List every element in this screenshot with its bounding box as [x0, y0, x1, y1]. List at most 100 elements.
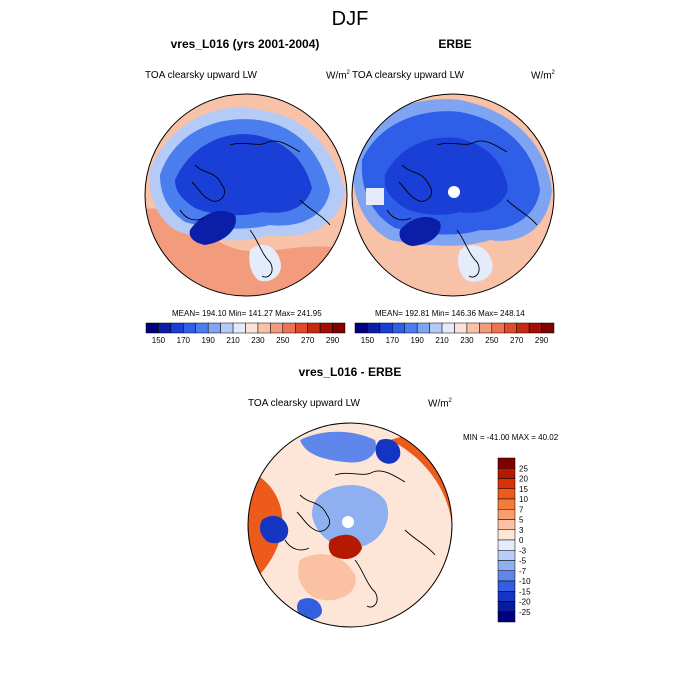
obs-stats: MEAN= 192.81 Min= 146.36 Max= 248.14: [375, 309, 525, 318]
obs-variable-label: TOA clearsky upward LW: [352, 70, 464, 81]
diff-colorbar-swatch: [497, 539, 516, 551]
diff-colorbar-tick-label: -25: [519, 608, 531, 617]
obs-colorbar-swatch: [516, 322, 530, 334]
obs-colorbar-tick-label: 170: [386, 336, 400, 345]
diff-coastlines: [284, 470, 436, 608]
obs-cold-spot: [399, 216, 441, 246]
obs-panel-title: ERBE: [438, 37, 472, 51]
model-variable-label: TOA clearsky upward LW: [145, 70, 257, 81]
model-colorbar-tick-label: 230: [251, 336, 265, 345]
diff-map-border: [247, 422, 453, 628]
model-colorbar-swatch: [145, 322, 159, 334]
model-map: [145, 94, 347, 296]
obs-colorbar-tick-label: 210: [435, 336, 449, 345]
diff-colorbar-tick-label: 5: [519, 516, 524, 525]
diff-colorbar-swatch: [497, 560, 516, 571]
obs-land-patch: [458, 245, 493, 282]
diff-cold-spot-north: [375, 438, 401, 464]
diff-colorbar-tick-label: 10: [519, 495, 528, 504]
model-colorbar-swatch: [207, 322, 221, 334]
model-stats: MEAN= 194.10 Min= 141.27 Max= 241.95: [172, 309, 322, 318]
diff-cold-spot-south: [297, 598, 322, 620]
diff-cold-spot-west: [260, 515, 289, 544]
model-colorbar-swatch: [257, 322, 271, 334]
obs-coastlines: [386, 140, 538, 278]
model-colorbar-swatch: [220, 322, 234, 334]
model-colorbar: 150 170 190 210 230 250 270 290: [145, 322, 346, 345]
obs-units-exponent: 2: [551, 70, 555, 76]
model-colorbar-tick-label: 270: [301, 336, 315, 345]
model-cold-core: [175, 134, 312, 216]
model-colorbar-tick-label: 170: [177, 336, 191, 345]
obs-map-border: [351, 93, 555, 297]
diff-map: [248, 423, 452, 627]
obs-colorbar-tick-label: 270: [510, 336, 524, 345]
model-colorbar-swatch: [245, 322, 259, 334]
model-land-patch: [249, 244, 281, 282]
diff-warm-south: [298, 554, 356, 601]
model-colorbar-tick-label: 190: [202, 336, 216, 345]
obs-colorbar-tick-label: 250: [485, 336, 499, 345]
diff-colorbar-swatch: [497, 601, 516, 612]
diff-colorbar-swatch: [497, 457, 516, 469]
diff-variable-label: TOA clearsky upward LW: [248, 398, 360, 409]
diff-colorbar-tick-label: -5: [519, 557, 527, 566]
diff-colorbar-tick-label: 20: [519, 475, 528, 484]
model-colorbar-swatch: [183, 322, 196, 334]
diff-colorbar-swatch: [497, 488, 516, 500]
model-colorbar-swatch: [195, 322, 209, 334]
diff-colorbar-tick-label: 7: [519, 505, 524, 514]
diff-colorbar-swatch: [497, 570, 516, 582]
obs-colorbar-swatch: [528, 322, 542, 334]
obs-cold-core: [384, 137, 508, 215]
diff-cool-north: [300, 431, 376, 463]
diff-panel-title: vres_L016 - ERBE: [298, 365, 402, 379]
diff-units-label: W/m2: [428, 398, 452, 409]
diff-warm-spot: [328, 534, 362, 560]
diff-colorbar-tick-label: -20: [519, 598, 531, 607]
model-colorbar-swatch: [307, 322, 321, 334]
obs-colorbar: 150 170 190 210 230 250 270 290: [354, 322, 555, 345]
model-colorbar-swatch: [232, 322, 246, 334]
diff-colorbar-swatch: [497, 591, 516, 602]
diff-colorbar-swatch: [497, 529, 516, 541]
obs-colorbar-swatch: [454, 322, 468, 334]
figure-title: DJF: [331, 8, 369, 30]
obs-colorbar-swatch: [416, 322, 430, 334]
model-colorbar-swatch: [170, 322, 184, 334]
diff-colorbar-tick-label: 25: [519, 464, 528, 473]
diff-colorbar-swatch: [497, 611, 516, 623]
model-colorbar-swatch: [158, 322, 172, 334]
model-panel-title: vres_L016 (yrs 2001-2004): [170, 37, 320, 51]
obs-map: [352, 94, 554, 296]
obs-colorbar-tick-label: 150: [361, 336, 375, 345]
model-coastlines: [179, 140, 331, 278]
diff-pole-hole: [342, 516, 354, 528]
model-colorbar-tick-label: 150: [152, 336, 166, 345]
model-colorbar-swatch: [282, 322, 296, 334]
diff-colorbar-tick-label: 0: [519, 536, 524, 545]
obs-colorbar-swatch: [392, 322, 405, 334]
model-units-exponent: 2: [346, 70, 350, 76]
obs-colorbar-tick-label: 290: [535, 336, 549, 345]
model-colorbar-swatch: [319, 322, 333, 334]
model-colorbar-tick-label: 250: [276, 336, 290, 345]
model-colorbar-tick-label: 290: [326, 336, 340, 345]
diff-colorbar-swatch: [497, 550, 516, 561]
obs-colorbar-swatch: [429, 322, 443, 334]
diff-units-text: W/m: [428, 398, 449, 410]
obs-colorbar-tick-label: 230: [460, 336, 474, 345]
obs-colorbar-swatch: [491, 322, 505, 334]
obs-colorbar-swatch: [541, 322, 555, 334]
model-units-text: W/m: [326, 70, 347, 82]
model-map-border: [144, 93, 348, 297]
model-units-label: W/m2: [326, 70, 350, 81]
diff-colorbar-swatch: [497, 468, 516, 479]
diff-colorbar-tick-label: 3: [519, 526, 524, 535]
diff-colorbar-swatch: [497, 519, 516, 530]
model-colorbar-swatch: [270, 322, 284, 334]
obs-colorbar-swatch: [379, 322, 393, 334]
diff-units-exponent: 2: [448, 398, 452, 404]
diff-colorbar-tick-label: -7: [519, 567, 527, 576]
